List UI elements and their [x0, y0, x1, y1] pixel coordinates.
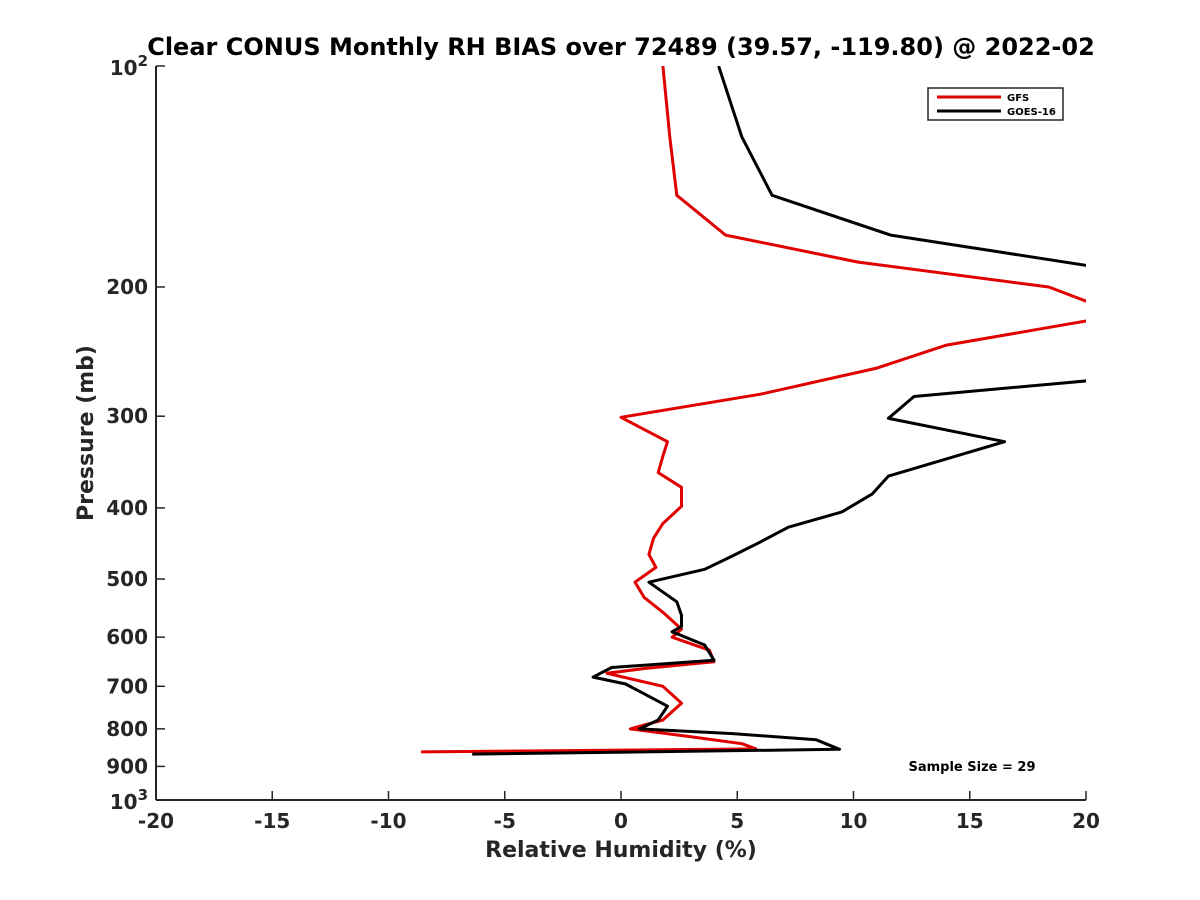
- y-tick-label-exponent: 2: [138, 52, 148, 70]
- x-tick-label: 15: [956, 809, 984, 833]
- y-tick-label: 700: [106, 674, 148, 698]
- y-tick-label-exponent: 3: [138, 786, 148, 804]
- legend-entries: GFS GOES-16: [937, 93, 1056, 118]
- y-tick-label-power: 102: [110, 52, 148, 80]
- y-tick-label-power: 103: [110, 786, 148, 814]
- x-axis-label: Relative Humidity (%): [485, 838, 757, 863]
- y-tick-label: 500: [106, 567, 148, 591]
- y-tick-label: 600: [106, 625, 148, 649]
- y-tick-label: 300: [106, 404, 148, 428]
- y-tick-label: 400: [106, 496, 148, 520]
- y-tick-label-base: 10: [110, 56, 138, 80]
- legend-box: [927, 87, 1064, 121]
- x-tick-label: 0: [614, 809, 628, 833]
- chart-title: Clear CONUS Monthly RH BIAS over 72489 (…: [147, 33, 1095, 61]
- x-tick-label: -10: [370, 809, 406, 833]
- x-tick-label: 20: [1072, 809, 1100, 833]
- y-axis-label: Pressure (mb): [74, 345, 99, 521]
- plot-area: -20 -15 -10 -5 0 5 10 15 20 200 300 400 500 600 700 80…: [106, 52, 1100, 833]
- y-tick-label: 800: [106, 717, 148, 741]
- x-tick-label: -5: [494, 809, 516, 833]
- series-line-goes-16: [472, 66, 1086, 756]
- x-tick-label: -20: [138, 809, 174, 833]
- legend: GFS GOES-16: [927, 87, 1064, 121]
- legend-label: GFS: [1007, 93, 1029, 104]
- x-tick-label: 5: [730, 809, 744, 833]
- x-tick-label: -15: [254, 809, 290, 833]
- series-line-gfs: [421, 66, 1086, 754]
- sample-size-annotation: Sample Size = 29: [908, 760, 1035, 775]
- y-tick-label: 200: [106, 275, 148, 299]
- x-ticks: -20 -15 -10 -5 0 5 10 15 20: [138, 791, 1100, 833]
- series-layer: [421, 66, 1086, 756]
- x-tick-label: 10: [840, 809, 868, 833]
- legend-label: GOES-16: [1007, 107, 1056, 118]
- y-tick-label: 900: [106, 754, 148, 778]
- y-tick-label-base: 10: [110, 790, 138, 814]
